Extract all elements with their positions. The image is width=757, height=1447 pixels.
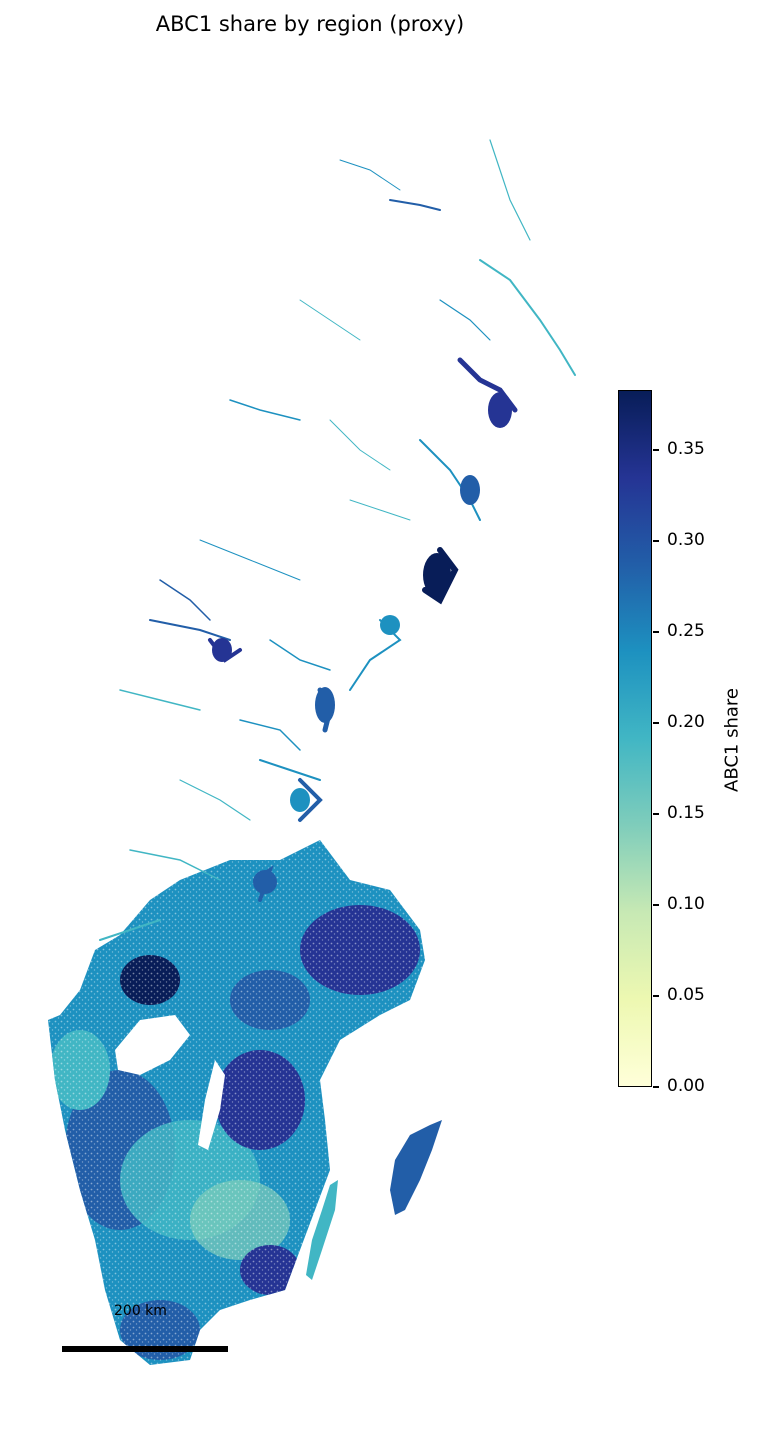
colorbar	[618, 390, 652, 1087]
colorbar-tick-label: 0.05	[667, 985, 705, 1005]
colorbar-tick-label: 0.15	[667, 803, 705, 824]
colorbar-tick	[653, 995, 659, 997]
colorbar-tick-label: 0.25	[667, 621, 705, 642]
colorbar-tick-label: 0.10	[667, 894, 705, 915]
north-lakes	[212, 392, 512, 894]
south-region	[48, 840, 425, 1365]
colorbar-title: ABC1 share	[721, 688, 743, 792]
colorbar-tick	[653, 904, 659, 906]
islands	[306, 1120, 442, 1280]
colorbar-tick-label: 0.20	[667, 712, 705, 733]
colorbar-tick	[653, 449, 659, 451]
scale-bar	[62, 1346, 228, 1352]
colorbar-tick	[653, 1086, 659, 1088]
map-title: ABC1 share by region (proxy)	[155, 12, 465, 36]
colorbar-tick-label: 0.00	[667, 1076, 705, 1096]
scale-bar-label: 200 km	[114, 1303, 167, 1319]
colorbar-tick	[653, 540, 659, 542]
colorbar-tick-label: 0.30	[667, 530, 705, 551]
colorbar-tick	[653, 813, 659, 815]
colorbar-tick	[653, 631, 659, 633]
north-region	[99, 139, 576, 941]
colorbar-tick	[653, 722, 659, 724]
colorbar-tick-label: 0.35	[667, 439, 705, 460]
